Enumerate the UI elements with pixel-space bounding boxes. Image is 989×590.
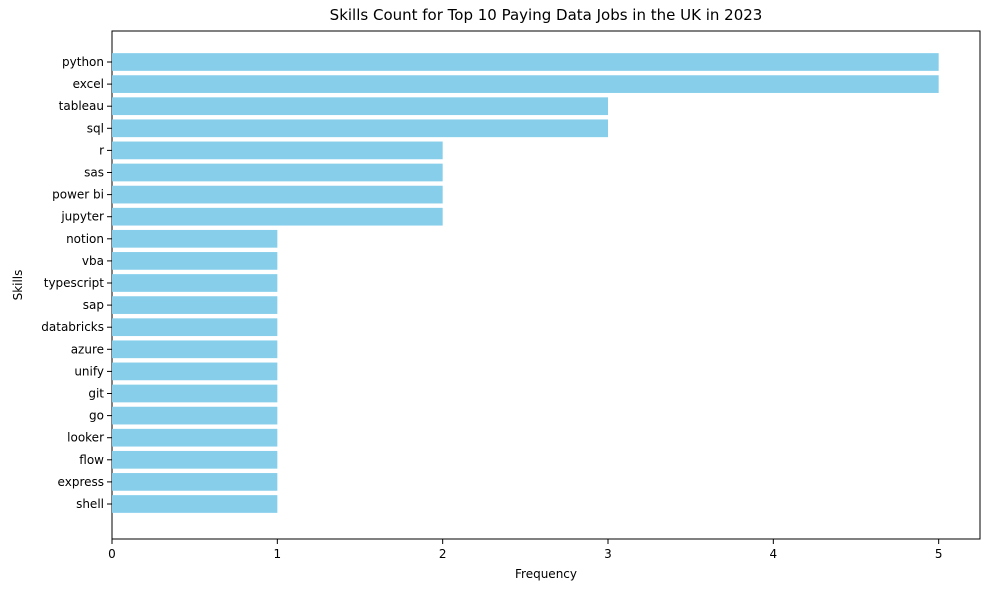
y-tick-label: python (62, 55, 104, 69)
x-tick-label: 5 (935, 547, 943, 561)
x-tick-label: 2 (439, 547, 447, 561)
y-axis-ticks: python excel tableau sql r sas power bi jupyter… (41, 55, 112, 511)
bar-notion (112, 229, 278, 248)
y-tick-label: power bi (52, 188, 104, 202)
bar-sas (112, 163, 443, 182)
x-tick-label: 1 (274, 547, 282, 561)
y-tick-label: shell (76, 497, 104, 511)
bar-tableau (112, 97, 608, 116)
y-axis-label: Skills (11, 270, 25, 301)
x-axis-label: Frequency (515, 567, 577, 581)
y-tick-label: notion (66, 232, 104, 246)
bar-typescript (112, 274, 278, 292)
x-tick-label: 3 (604, 547, 612, 561)
bar-python (112, 53, 939, 71)
bar-vba (112, 252, 278, 270)
y-tick-label: tableau (59, 99, 104, 113)
bar-databricks (112, 318, 278, 337)
y-tick-label: r (99, 143, 104, 157)
y-tick-label: jupyter (60, 210, 104, 224)
bar-azure (112, 340, 278, 359)
bar-power-bi (112, 185, 443, 204)
y-tick-label: vba (82, 254, 104, 268)
bar-jupyter (112, 207, 443, 226)
y-tick-label: unify (74, 364, 104, 378)
y-tick-label: looker (67, 431, 104, 445)
bar-r (112, 141, 443, 160)
y-tick-label: excel (73, 77, 104, 91)
bar-looker (112, 428, 278, 447)
y-tick-label: sap (83, 298, 104, 312)
bar-express (112, 473, 278, 491)
x-axis-ticks: 0 1 2 3 4 5 (108, 539, 942, 561)
y-tick-label: azure (71, 342, 104, 356)
bar-sap (112, 296, 278, 314)
x-tick-label: 0 (108, 547, 116, 561)
y-tick-label: sql (87, 121, 104, 135)
y-tick-label: express (58, 475, 104, 489)
bar-go (112, 406, 278, 425)
y-tick-label: typescript (44, 276, 105, 290)
y-tick-label: sas (84, 166, 104, 180)
x-tick-label: 4 (770, 547, 778, 561)
bar-unify (112, 362, 278, 381)
bar-sql (112, 119, 608, 138)
bars-layer (112, 53, 939, 513)
y-tick-label: git (88, 387, 104, 401)
y-tick-label: go (89, 409, 104, 423)
y-tick-label: databricks (41, 320, 104, 334)
bar-shell (112, 495, 278, 513)
bar-excel (112, 75, 939, 93)
chart-title: Skills Count for Top 10 Paying Data Jobs… (330, 6, 763, 24)
y-tick-label: flow (79, 453, 104, 467)
bar-flow (112, 450, 278, 469)
bar-git (112, 384, 278, 403)
